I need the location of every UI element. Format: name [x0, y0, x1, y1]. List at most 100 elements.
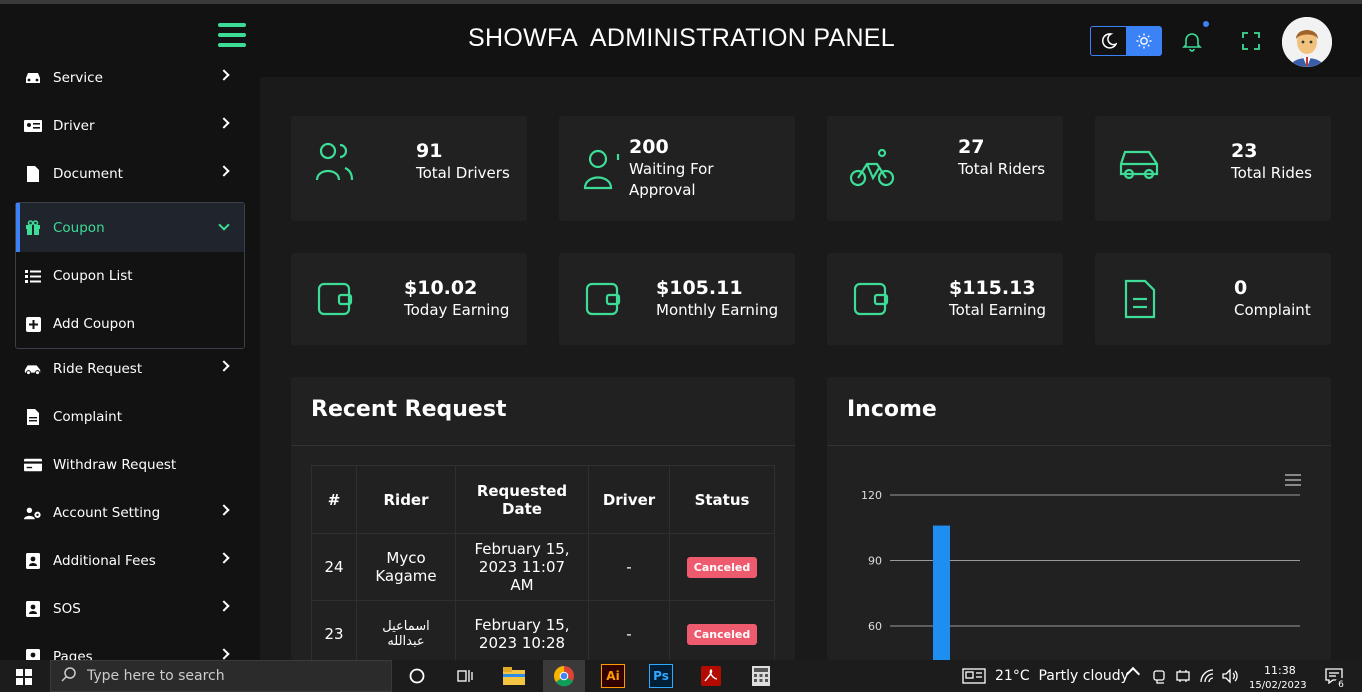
cell-date: February 15, 2023 10:28: [455, 600, 589, 660]
stat-label: Total Earning: [949, 301, 1047, 319]
sidebar-item-ride-request[interactable]: Ride Request: [16, 345, 244, 393]
y-tick-label: 90: [868, 555, 882, 568]
sidebar-item-additional-fees[interactable]: Additional Fees: [16, 537, 244, 585]
bicycle-icon: [849, 148, 895, 192]
stat-value: $115.13: [949, 277, 1036, 299]
calculator-icon[interactable]: [749, 664, 773, 688]
search-placeholder: Type here to search: [87, 668, 225, 684]
sidebar-item-label: Ride Request: [53, 361, 143, 377]
column-header: #: [311, 465, 357, 534]
sidebar-subitem-coupon-list[interactable]: Coupon List: [16, 252, 244, 300]
sidebar-item-label: Complaint: [53, 409, 123, 425]
sidebar-subitem-label: Add Coupon: [53, 316, 136, 332]
panel-title: Income: [847, 397, 937, 422]
stat-label: Total Rides: [1231, 164, 1312, 182]
notification-count-badge: 6: [1334, 678, 1348, 692]
chevron-down-icon: [218, 219, 230, 231]
cortana-icon[interactable]: [405, 664, 429, 688]
credit-card-icon: [24, 457, 42, 473]
taskbar-search[interactable]: Type here to search: [50, 660, 392, 692]
sidebar-item-document[interactable]: Document: [16, 150, 244, 198]
speaker-icon[interactable]: [1221, 668, 1239, 688]
sidebar-item-withdraw-request[interactable]: Withdraw Request: [16, 441, 244, 489]
column-header: Status: [669, 465, 775, 534]
stat-card-total-rides[interactable]: 23 Total Rides: [1095, 116, 1331, 221]
fullscreen-icon[interactable]: [1242, 32, 1260, 50]
sidebar-item-service[interactable]: Service: [16, 54, 244, 102]
divider: [291, 445, 795, 446]
divider: [827, 445, 1331, 446]
y-tick-label: 60: [868, 620, 882, 633]
chart-menu-icon[interactable]: [1285, 474, 1301, 486]
stat-card-waiting-approval[interactable]: 200 Waiting For Approval: [559, 116, 795, 221]
wifi-icon[interactable]: [1199, 668, 1217, 688]
stat-value: 27: [958, 136, 985, 158]
windows-start-icon[interactable]: [16, 669, 32, 689]
car-side-icon: [24, 361, 42, 377]
chevron-right-icon: [218, 648, 230, 660]
avatar[interactable]: [1282, 17, 1332, 67]
stat-label: Today Earning: [404, 301, 510, 319]
clock-date[interactable]: 15/02/2023: [1249, 680, 1307, 691]
task-view-icon[interactable]: [452, 664, 476, 688]
users-gear-icon: [24, 505, 42, 521]
chevron-right-icon: [218, 504, 230, 516]
contact-book-icon: [24, 601, 42, 617]
contact-book-icon: [24, 553, 42, 569]
sidebar-item-complaint[interactable]: Complaint: [16, 393, 244, 441]
bar[interactable]: [933, 525, 950, 660]
sidebar-item-sos[interactable]: SOS: [16, 585, 244, 633]
stat-card-total-drivers[interactable]: 91 Total Drivers: [291, 116, 527, 221]
chrome-icon[interactable]: [552, 664, 576, 688]
panel-title: Recent Request: [311, 397, 507, 422]
sidebar-subitem-add-coupon[interactable]: Add Coupon: [16, 300, 244, 348]
weather-text[interactable]: 21°C Partly cloudy: [995, 668, 1129, 684]
search-icon: [61, 666, 77, 686]
illustrator-icon[interactable]: Ai: [601, 664, 625, 688]
file-explorer-icon[interactable]: [502, 664, 526, 688]
cell-rider: Myco Kagame: [356, 533, 456, 601]
weather-icon[interactable]: [962, 668, 986, 688]
sidebar: Service Driver Document Coupon Coupon Li…: [0, 4, 260, 665]
clock-time[interactable]: 11:38: [1264, 664, 1296, 677]
theme-toggle[interactable]: [1090, 26, 1162, 56]
table-row[interactable]: 23 اسماعيل عبدالله February 15, 2023 10:…: [311, 600, 775, 660]
wallet-icon: [585, 281, 621, 321]
bell-icon[interactable]: [1181, 30, 1203, 52]
sidebar-item-label: Coupon: [53, 219, 105, 236]
stat-value: $105.11: [656, 277, 743, 299]
cell-date: February 15, 2023 11:07 AM: [455, 533, 589, 601]
acrobat-icon[interactable]: [699, 664, 723, 688]
sidebar-item-account-setting[interactable]: Account Setting: [16, 489, 244, 537]
network-adapter-icon[interactable]: [1175, 668, 1193, 688]
stat-value: $10.02: [404, 277, 478, 299]
sidebar-item-coupon[interactable]: Coupon: [16, 203, 244, 252]
recent-request-panel: Recent Request # Rider Requested Date Dr…: [291, 377, 795, 660]
chevron-right-icon: [218, 552, 230, 564]
stat-card-total-earning[interactable]: $115.13 Total Earning: [827, 253, 1063, 345]
column-header: Rider: [356, 465, 456, 534]
menu-toggle-icon[interactable]: [218, 23, 246, 47]
car-icon: [1119, 148, 1161, 184]
sidebar-item-label: Withdraw Request: [53, 457, 177, 473]
sidebar-item-driver[interactable]: Driver: [16, 102, 244, 150]
taskbar: Type here to search Ai Ps 21°C Partly cl…: [0, 660, 1362, 692]
coupon-submenu: Coupon Coupon List Add Coupon: [15, 202, 245, 349]
meet-icon[interactable]: [1152, 668, 1168, 688]
chevron-right-icon: [218, 600, 230, 612]
wallet-icon: [317, 281, 353, 321]
stat-card-total-riders[interactable]: 27 Total Riders: [827, 116, 1063, 221]
table-row[interactable]: 24 Myco Kagame February 15, 2023 11:07 A…: [311, 533, 775, 601]
plus-square-icon: [24, 316, 42, 332]
stat-label: Waiting For Approval: [629, 160, 714, 199]
stat-card-complaint[interactable]: 0 Complaint: [1095, 253, 1331, 345]
cell-id: 24: [311, 533, 357, 601]
notification-center-icon[interactable]: [1325, 668, 1343, 688]
moon-icon[interactable]: [1091, 27, 1126, 55]
status-badge: Canceled: [686, 556, 758, 578]
sun-icon[interactable]: [1126, 27, 1161, 55]
stat-card-monthly-earning[interactable]: $105.11 Monthly Earning: [559, 253, 795, 345]
stat-card-today-earning[interactable]: $10.02 Today Earning: [291, 253, 527, 345]
status-badge: Canceled: [686, 623, 758, 645]
photoshop-icon[interactable]: Ps: [649, 664, 673, 688]
